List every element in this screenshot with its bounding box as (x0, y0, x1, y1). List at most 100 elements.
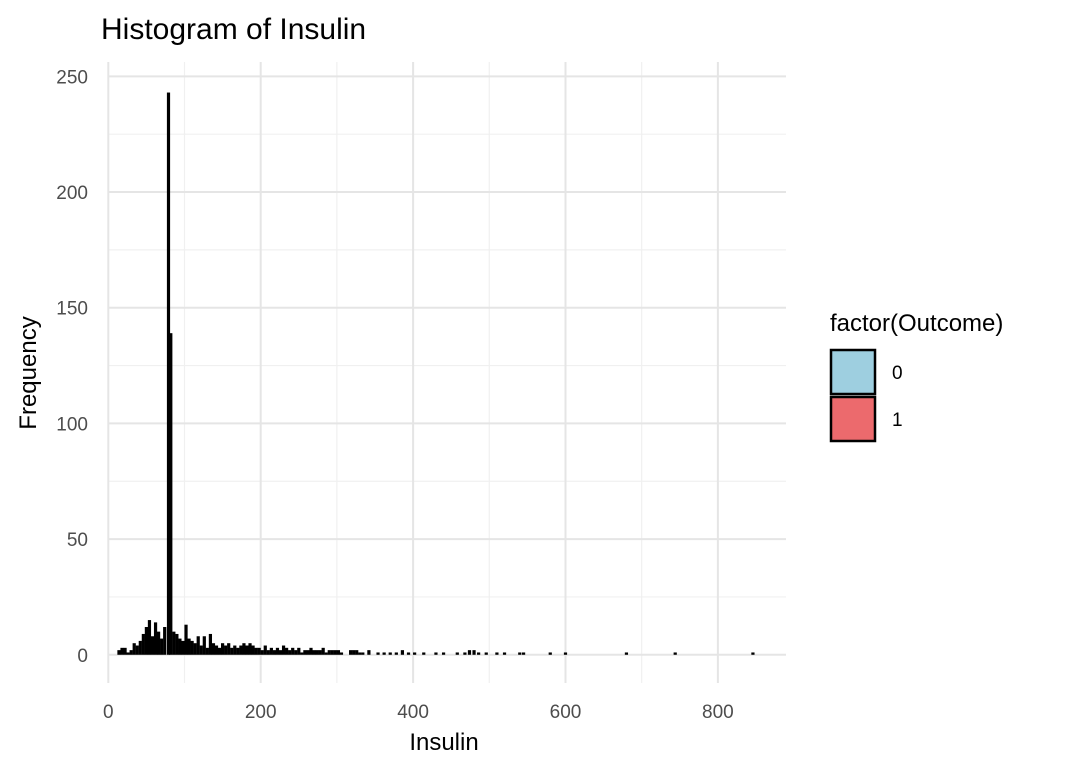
histogram-bar (315, 650, 319, 655)
histogram-bar (673, 652, 677, 655)
histogram-bar (376, 652, 380, 655)
histogram-bar (141, 633, 145, 655)
histogram-bar (208, 633, 213, 655)
histogram-bar (160, 638, 164, 655)
histogram-bar (278, 650, 283, 655)
x-tick-label: 200 (245, 702, 277, 723)
histogram-bar (521, 652, 526, 655)
chart-title: Histogram of Insulin (101, 13, 366, 46)
histogram-bar (288, 650, 292, 655)
x-tick-label: 800 (702, 702, 734, 723)
histogram-bar (312, 650, 316, 655)
y-tick-label: 250 (56, 67, 88, 88)
histogram-bar (175, 633, 179, 655)
histogram-bar (367, 650, 371, 655)
histogram-bar (233, 645, 237, 655)
histogram-bar (333, 650, 337, 655)
histogram-bar (123, 647, 127, 655)
histogram-bar (388, 652, 392, 655)
legend-label-1: 1 (892, 410, 903, 431)
histogram-bar (184, 624, 188, 655)
histogram-bar (327, 650, 331, 655)
histogram-bar (306, 650, 310, 655)
histogram-bar (477, 652, 481, 655)
histogram-bar (339, 652, 344, 655)
histogram-bar (352, 650, 356, 655)
histogram-bar (190, 640, 194, 655)
y-tick-label: 50 (67, 530, 88, 551)
histogram-bar (502, 652, 507, 655)
histogram-bar (455, 652, 459, 655)
histogram-bar (230, 647, 234, 655)
histogram-bar (205, 647, 209, 655)
histogram-bar (156, 631, 161, 655)
histogram-bar (187, 638, 191, 655)
histogram-bar (434, 652, 438, 655)
histogram-bar (309, 647, 313, 655)
x-tick-label: 0 (103, 702, 114, 723)
histogram-bar (211, 643, 216, 655)
histogram-bar (217, 647, 222, 655)
histogram-bar (254, 647, 258, 655)
x-axis-label: Insulin (409, 729, 478, 756)
histogram-bar (281, 645, 286, 655)
x-tick-label: 600 (550, 702, 582, 723)
histogram-bar (178, 638, 182, 655)
legend-key-1 (829, 395, 877, 443)
histogram-bar (413, 652, 417, 655)
histogram-bar (495, 652, 499, 655)
histogram-bar (291, 647, 295, 655)
histogram-bar (751, 652, 755, 655)
histogram-bar (321, 647, 325, 655)
histogram-bar (484, 652, 488, 655)
histogram-bar (285, 647, 289, 655)
histogram-bar (303, 650, 307, 655)
histogram-bar (199, 645, 203, 655)
grid-lines (107, 62, 786, 683)
histogram-bar (257, 647, 261, 655)
histogram-bar (266, 650, 270, 655)
histogram-bar (150, 636, 155, 655)
histogram-bar (272, 650, 277, 655)
histogram-bar (324, 652, 328, 655)
legend-key-0 (829, 348, 877, 396)
histogram-bar (132, 643, 136, 655)
histogram-bar (336, 650, 341, 655)
histogram-bar (294, 650, 298, 655)
histogram-bar (358, 652, 362, 655)
histogram-bar (624, 652, 629, 655)
histogram-bar (330, 650, 334, 655)
y-tick-label: 0 (77, 646, 88, 667)
histogram-bar (138, 640, 142, 655)
histogram-bar (463, 652, 467, 655)
histogram-bar (144, 627, 148, 655)
histogram-bar (400, 650, 405, 655)
histogram-bar (120, 647, 124, 655)
histogram-bar (406, 652, 411, 655)
histogram-bar (196, 636, 200, 655)
histogram-bar (135, 645, 139, 655)
histogram-bar (318, 650, 322, 655)
histogram-bar (467, 650, 472, 655)
histogram-bar (300, 652, 304, 655)
histogram-bar (518, 652, 522, 655)
histogram-bar (117, 650, 121, 655)
histogram-bar (248, 643, 252, 655)
histogram-bar (275, 647, 280, 655)
histogram-bar (163, 627, 167, 655)
histogram-bar (260, 650, 264, 655)
histogram-bar (355, 650, 359, 655)
histogram-bar (193, 643, 197, 655)
histogram-bar (126, 652, 130, 655)
legend-title: factor(Outcome) (830, 310, 1003, 337)
histogram-bar (297, 647, 301, 655)
histogram-bar (269, 647, 273, 655)
y-axis-label: Frequency (15, 316, 42, 429)
x-tick-labels: 0 200 400 600 800 (103, 702, 734, 723)
y-tick-label: 150 (56, 299, 88, 320)
histogram-bar (245, 645, 249, 655)
histogram-bar (382, 652, 386, 655)
histogram-bar (548, 652, 552, 655)
histogram-bar (181, 640, 185, 655)
